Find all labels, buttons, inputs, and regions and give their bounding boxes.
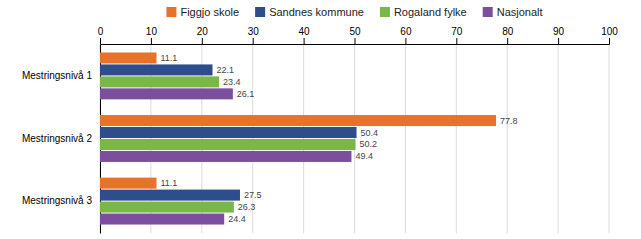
x-tick-label: 60 [400, 26, 412, 37]
data-label: 77.8 [500, 116, 518, 126]
x-tick-mark [202, 38, 203, 44]
y-tick-label: Mestringsnivå 2 [22, 133, 92, 144]
x-tick: 100 [601, 26, 618, 44]
data-label: 26.1 [237, 89, 255, 99]
bar [100, 115, 496, 126]
x-tick: 0 [98, 26, 104, 44]
bar-series [100, 64, 357, 200]
bar-series [100, 52, 496, 188]
x-tick-label: 90 [553, 26, 565, 37]
x-tick-label: 10 [146, 26, 158, 37]
legend-swatch [483, 7, 493, 17]
x-tick: 40 [299, 26, 311, 44]
legend-label: Figgjo skole [180, 6, 239, 18]
data-label: 26.3 [238, 202, 256, 212]
x-tick: 10 [146, 26, 158, 44]
bar [100, 202, 234, 213]
x-tick-label: 50 [349, 26, 361, 37]
data-label: 27.5 [244, 190, 262, 200]
bar [100, 88, 233, 99]
legend-label: Rogaland fylke [394, 6, 467, 18]
bar [100, 64, 212, 75]
x-tick-label: 40 [299, 26, 311, 37]
legend-label: Sandnes kommune [269, 6, 364, 18]
bar [100, 214, 224, 225]
plot-area: 0102030405060708090100Mestringsnivå 1Mes… [22, 26, 618, 234]
x-tick-label: 70 [451, 26, 463, 37]
legend-swatch [255, 7, 265, 17]
data-label: 11.1 [160, 53, 177, 63]
data-labels: 11.1 77.8 11.1 22.1 50.4 27.5 23.4 50.2 26.3 26.1… [160, 53, 517, 224]
x-tick-label: 20 [197, 26, 209, 37]
legend: Figgjo skole Sandnes kommune Rogaland fylk… [166, 6, 542, 18]
bar [100, 52, 156, 63]
bar [100, 178, 156, 189]
x-tick-mark [456, 38, 457, 44]
x-tick: 90 [553, 26, 565, 44]
chart-container: 0102030405060708090100Mestringsnivå 1Mes… [0, 0, 641, 239]
bar-series [100, 76, 356, 212]
x-axis: 0 10 20 30 40 50 60 70 80 90 100 [98, 26, 619, 45]
bar [100, 151, 351, 162]
x-tick: 30 [248, 26, 260, 44]
x-tick-mark [355, 38, 356, 44]
data-label: 23.4 [223, 77, 241, 87]
grid-line [558, 44, 559, 233]
bar [100, 139, 356, 150]
chart-svg: 0102030405060708090100Mestringsnivå 1Mes… [0, 0, 641, 239]
x-tick-mark [405, 38, 406, 44]
grid-line [405, 44, 406, 233]
bar [100, 190, 240, 201]
bar [100, 76, 219, 87]
data-label: 11.1 [160, 178, 177, 188]
grid [100, 44, 609, 233]
x-tick-mark [304, 38, 305, 44]
x-tick-label: 30 [248, 26, 260, 37]
x-axis-line [101, 38, 610, 45]
x-tick: 80 [502, 26, 514, 44]
bar [100, 127, 357, 138]
legend-swatch [380, 7, 390, 17]
legend-item: Rogaland fylke [380, 6, 467, 18]
legend-item: Figgjo skole [166, 6, 239, 18]
x-tick: 20 [197, 26, 209, 44]
x-tick-mark [253, 38, 254, 44]
y-tick-label: Mestringsnivå 3 [22, 195, 92, 206]
x-tick: 70 [451, 26, 463, 44]
y-tick-label: Mestringsnivå 1 [22, 70, 92, 81]
y-tick: Mestringsnivå 2 [22, 133, 92, 144]
grid-line [303, 44, 304, 233]
x-tick-mark [100, 38, 101, 44]
grid-line [354, 44, 355, 233]
x-tick-label: 80 [502, 26, 514, 37]
bar-series [100, 88, 351, 224]
x-tick: 50 [349, 26, 361, 44]
x-tick-label: 0 [98, 26, 104, 37]
x-tick-mark [151, 38, 152, 44]
y-axis: Mestringsnivå 1 Mestringsnivå 2 Mestringsn… [22, 45, 101, 234]
grid-line [507, 44, 508, 233]
x-tick-mark [558, 38, 559, 44]
legend-label: Nasjonalt [497, 6, 543, 18]
y-tick: Mestringsnivå 3 [22, 195, 92, 206]
bars [100, 52, 496, 224]
x-tick-mark [507, 38, 508, 44]
grid-line [609, 44, 610, 233]
data-label: 50.4 [361, 128, 379, 138]
data-label: 50.2 [360, 139, 378, 149]
legend-item: Nasjonalt [483, 6, 543, 18]
x-tick: 60 [400, 26, 412, 44]
legend-item: Sandnes kommune [255, 6, 364, 18]
data-label: 49.4 [355, 151, 373, 161]
grid-line [456, 44, 457, 233]
data-label: 22.1 [216, 65, 234, 75]
y-tick: Mestringsnivå 1 [22, 70, 92, 81]
data-label: 24.4 [228, 214, 246, 224]
legend-swatch [166, 7, 176, 17]
x-tick-mark [609, 38, 610, 44]
x-tick-label: 100 [601, 26, 618, 37]
